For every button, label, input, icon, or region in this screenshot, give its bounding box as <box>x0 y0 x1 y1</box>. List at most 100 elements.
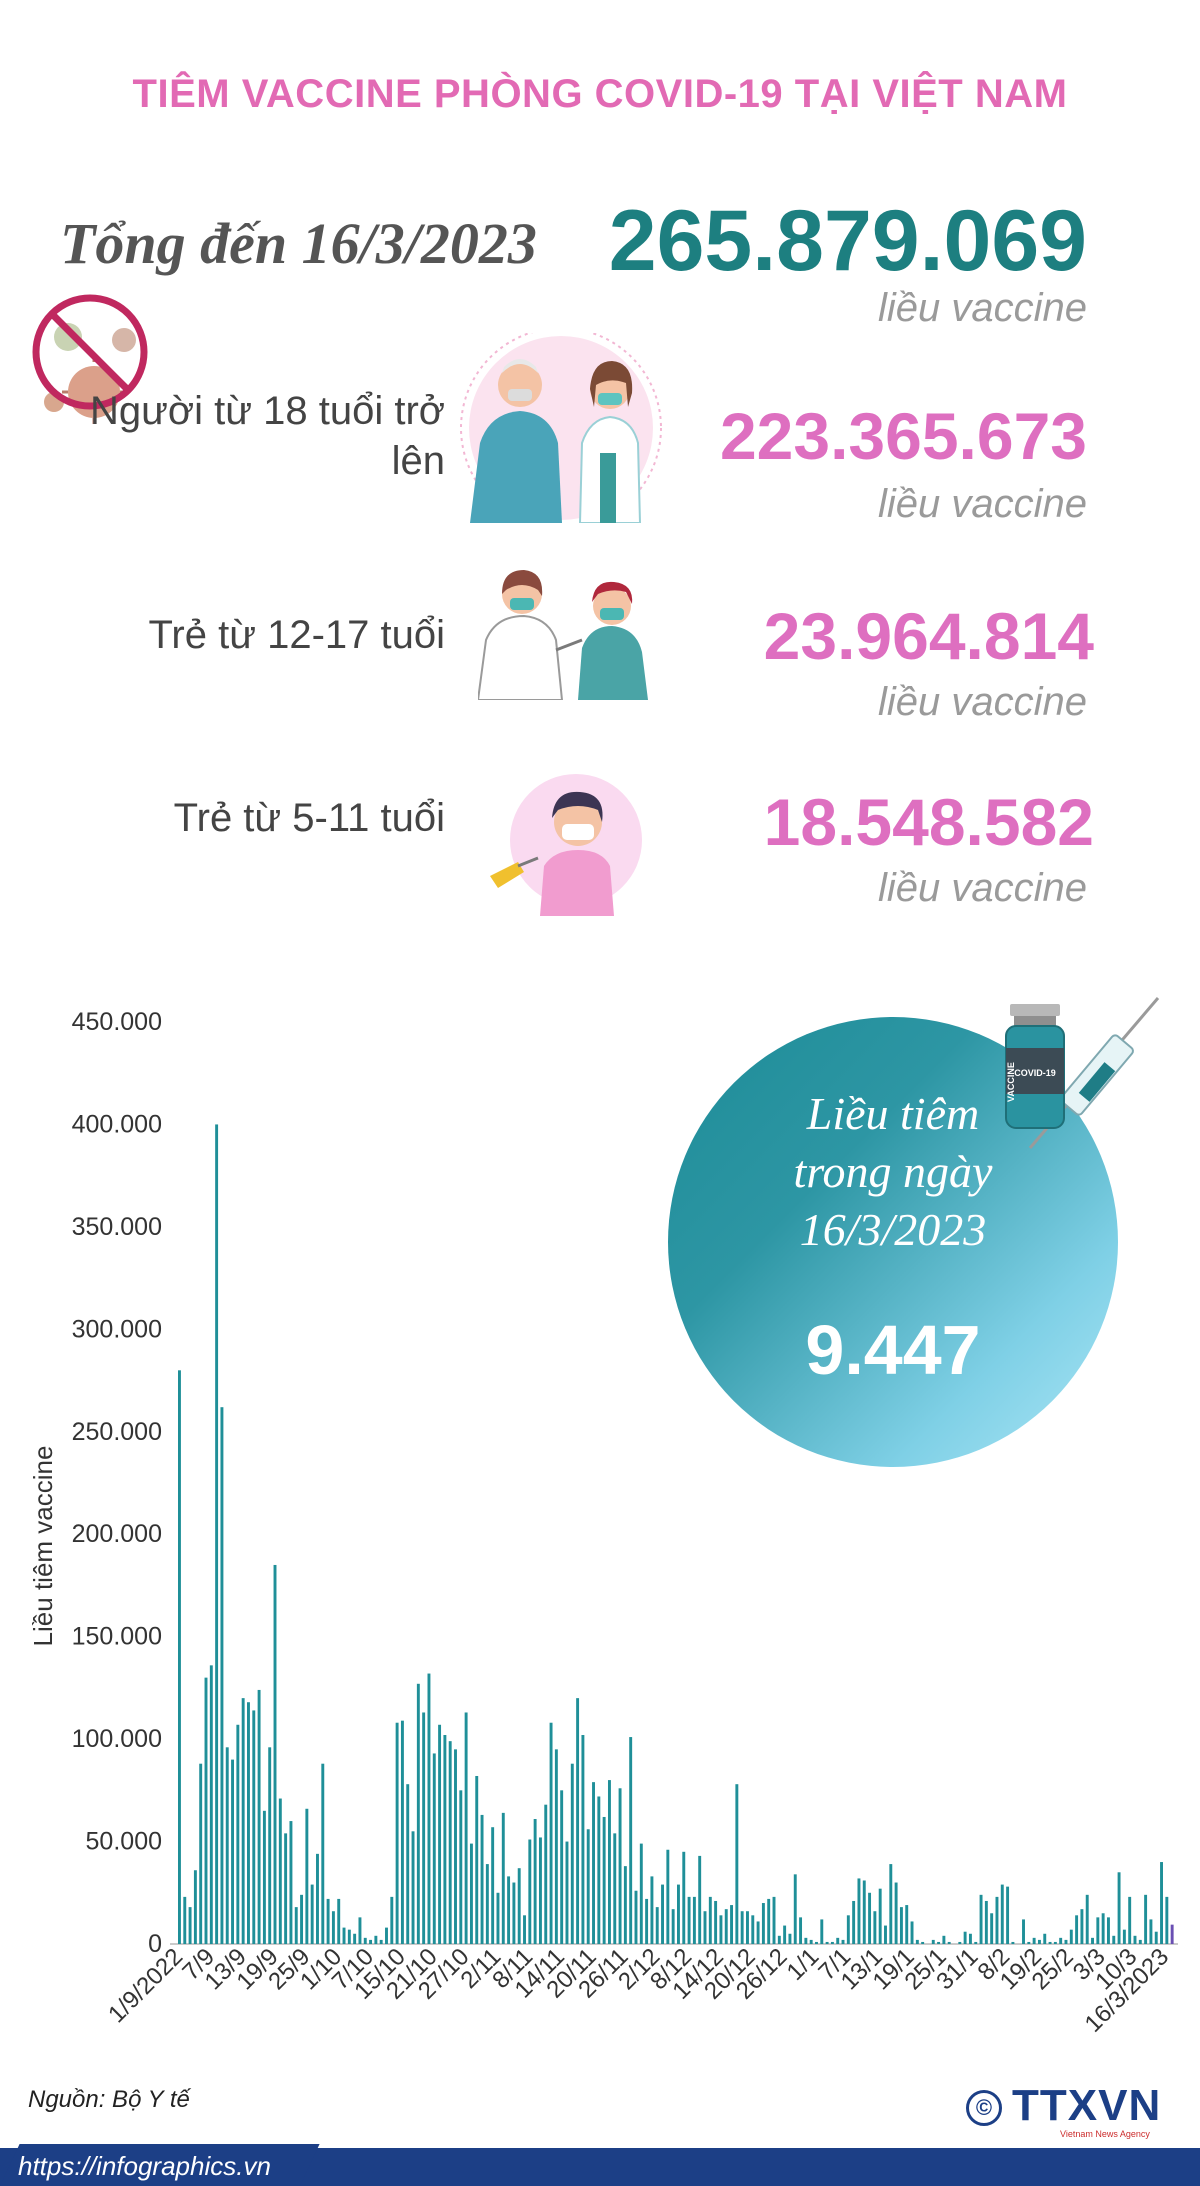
bar <box>300 1894 304 1944</box>
bar <box>454 1749 457 1944</box>
bar <box>523 1915 526 1944</box>
bar <box>698 1855 702 1944</box>
bar <box>576 1698 580 1944</box>
bar <box>868 1892 872 1944</box>
bar <box>846 1915 850 1944</box>
bar <box>915 1939 919 1944</box>
bar <box>963 1931 967 1944</box>
bar <box>1133 1935 1137 1944</box>
copyright-icon: © <box>966 2090 1002 2126</box>
bar <box>560 1790 564 1944</box>
bar <box>602 1816 606 1944</box>
bar <box>666 1849 670 1944</box>
group-teen-label: Trẻ từ 12-17 tuổi <box>148 613 445 657</box>
bar <box>353 1933 357 1944</box>
bar <box>374 1935 378 1944</box>
bar <box>639 1843 643 1944</box>
bar <box>958 1941 962 1944</box>
bar <box>671 1909 675 1944</box>
vial-label: COVID-19 <box>1014 1068 1056 1078</box>
bar <box>432 1753 436 1944</box>
bar <box>416 1683 420 1944</box>
bar <box>910 1921 914 1944</box>
bar <box>385 1927 388 1944</box>
bar <box>262 1810 266 1944</box>
bar <box>220 1407 224 1944</box>
bar <box>443 1735 447 1944</box>
bar <box>1022 1919 1025 1944</box>
footer-link[interactable]: https://infographics.vn <box>18 2151 271 2181</box>
y-tick-label: 300.000 <box>72 1315 162 1343</box>
bar <box>1117 1872 1121 1944</box>
bar <box>252 1710 256 1944</box>
bar <box>183 1896 187 1944</box>
bar <box>724 1909 728 1944</box>
bar <box>554 1749 558 1944</box>
bar <box>1160 1862 1163 1944</box>
bar <box>629 1737 633 1944</box>
daily-doses-bar-chart: 0 50.000 100.000 150.000 200.000 250.000 300.0… <box>28 1008 1178 2038</box>
bar <box>331 1911 335 1944</box>
y-tick-label: 150.000 <box>72 1623 162 1651</box>
y-tick-label: 100.000 <box>72 1725 162 1753</box>
bar <box>326 1898 330 1944</box>
bar <box>337 1898 341 1944</box>
bar <box>756 1921 760 1944</box>
x-tick-label: 1/9/2022 <box>103 1943 188 2028</box>
bar <box>884 1925 887 1944</box>
vaccine-vial-icon: COVID-19 VACCINE <box>1005 997 1160 1149</box>
bar <box>645 1898 649 1944</box>
brand-subtitle: Vietnam News Agency <box>1060 2129 1150 2139</box>
bar <box>369 1939 373 1944</box>
bar <box>1043 1933 1047 1944</box>
bar <box>528 1839 532 1944</box>
bar <box>730 1905 734 1944</box>
bar <box>507 1876 511 1944</box>
bar <box>204 1677 208 1944</box>
bar <box>772 1896 776 1944</box>
bar <box>310 1884 314 1944</box>
group-adult-value: 223.365.673 <box>719 399 1087 473</box>
bar <box>247 1702 250 1944</box>
bar <box>979 1894 983 1944</box>
bar <box>613 1833 617 1944</box>
bar <box>947 1941 951 1944</box>
bar <box>1053 1941 1057 1944</box>
y-tick-label: 350.000 <box>72 1213 162 1241</box>
bar <box>480 1814 484 1944</box>
bar <box>1048 1941 1052 1944</box>
bar <box>984 1900 988 1944</box>
bar <box>862 1880 866 1944</box>
bar <box>634 1890 638 1944</box>
bar <box>607 1780 611 1944</box>
bar <box>1091 1937 1094 1944</box>
bar <box>719 1915 723 1944</box>
bar <box>400 1720 404 1944</box>
bar <box>655 1907 659 1944</box>
bar <box>241 1698 245 1944</box>
bar <box>448 1741 452 1944</box>
bar <box>889 1864 893 1944</box>
bar <box>1037 1939 1041 1944</box>
bar <box>501 1812 505 1944</box>
bar <box>937 1941 941 1944</box>
bar <box>395 1722 399 1944</box>
source-note: Nguồn: Bộ Y tế <box>28 2086 190 2113</box>
bar <box>777 1935 781 1944</box>
bar <box>841 1939 845 1944</box>
bar <box>517 1868 521 1944</box>
bar <box>931 1939 935 1944</box>
bar <box>459 1790 463 1944</box>
y-tick-label: 0 <box>148 1930 162 1958</box>
bar <box>1069 1929 1073 1944</box>
group-kid-unit: liều vaccine <box>877 866 1087 910</box>
bar <box>1138 1939 1142 1944</box>
teen-vaccination-illustration <box>478 570 648 700</box>
bar <box>1059 1937 1063 1944</box>
y-tick-label: 250.000 <box>72 1418 162 1446</box>
bar <box>878 1888 882 1944</box>
group-teen-value: 23.964.814 <box>763 599 1094 673</box>
bar <box>804 1937 808 1944</box>
bar <box>538 1837 542 1944</box>
daily-doses-label-line: 16/3/2023 <box>799 1204 987 1255</box>
